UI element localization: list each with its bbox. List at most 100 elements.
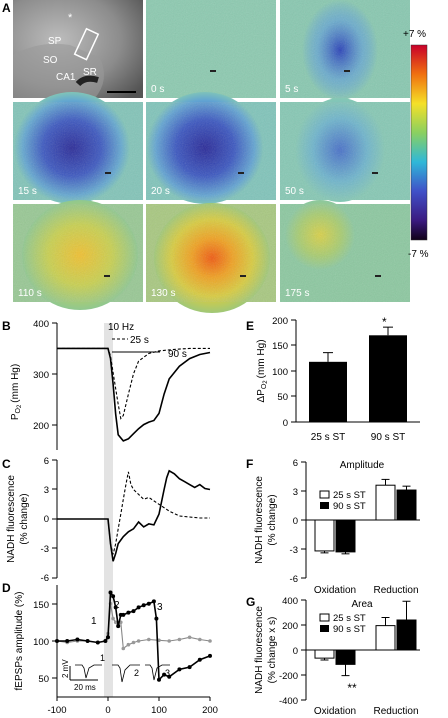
phase-marker-1: 1 (91, 616, 97, 627)
data-point (151, 599, 156, 604)
data-point (157, 677, 161, 682)
panel-b: B 400 300 200 PO2(mm Hg) 10 Hz 25 s 90 s (2, 319, 211, 450)
phase-marker-2: 2 (114, 600, 120, 611)
data-point (131, 640, 136, 645)
data-point (167, 674, 172, 679)
panel-c: C 6 3 0 -3 -6 NADH fluorescence (% chang… (2, 456, 211, 584)
legend-25s: 25 s (130, 335, 149, 346)
panel-label-b: B (2, 319, 11, 333)
legend-90s: 90 s (168, 349, 187, 360)
data-point (126, 642, 131, 647)
y-tick: 50 (277, 392, 288, 403)
phase-marker-3: 3 (157, 602, 163, 613)
data-point (85, 639, 90, 643)
panel-a: A * SP SO SR CA1 0 s 5 s (2, 0, 429, 313)
data-point (131, 609, 136, 614)
map-110s: 110 s (13, 200, 143, 310)
x-ticks (56, 697, 211, 701)
series-line-90s (57, 347, 211, 442)
y-tick: 0 (283, 418, 288, 429)
region-sp: SP (48, 36, 62, 47)
y-tick: 0 (293, 516, 298, 527)
y-axis-label-2: (% change x s) (267, 617, 278, 684)
stim-shading (104, 323, 113, 697)
data-point (121, 646, 126, 651)
data-point (75, 637, 80, 642)
legend-swatch-25s (319, 490, 330, 499)
data-point (208, 639, 212, 643)
bar-90sST-Oxidation (335, 649, 356, 665)
data-point (55, 639, 59, 643)
fepsp-traces (69, 664, 170, 683)
y-ticks (52, 459, 57, 579)
legend-swatch-90s (320, 625, 329, 632)
data-point (126, 610, 131, 615)
legend-label-90s: 90 s ST (333, 501, 366, 512)
panel-label-g: G (246, 595, 255, 609)
y-ticks (301, 599, 306, 701)
x-tick: 90 s ST (371, 432, 405, 443)
panel-label-c: C (2, 457, 11, 471)
data-point (167, 639, 171, 643)
x-tick: 0 (105, 705, 110, 716)
bar-25sST-Reduction (375, 625, 396, 651)
colorbar-max: +7 % (403, 29, 426, 40)
panel-label-e: E (246, 319, 254, 333)
region-so: SO (43, 55, 58, 66)
data-point (103, 639, 108, 643)
bar-90sST (369, 335, 407, 422)
panel-d: D 150 100 50 -100 0 100 200 fEPSPs ampli… (2, 581, 218, 716)
y-ticks (291, 319, 296, 423)
map-5s: 5 s (280, 0, 410, 100)
panel-e: E 200 150 100 50 0 ΔPO2(mm Hg) 25 s ST 9… (246, 315, 420, 443)
y-tick: 200 (33, 421, 49, 432)
trace-label-3: 3 (165, 668, 170, 678)
panel-label-d: D (2, 581, 11, 595)
time-label: 50 s (285, 186, 304, 197)
y-tick: 100 (272, 367, 288, 378)
significance-marker: ** (347, 681, 357, 695)
chart-title: Amplitude (340, 460, 385, 471)
series-line-90s (57, 469, 211, 562)
y-axis-label: NADH fluorescence (6, 475, 17, 563)
y-tick: -6 (290, 574, 298, 585)
x-tick: Reduction (373, 585, 418, 596)
data-point (113, 620, 118, 625)
panel-label-a: A (2, 1, 11, 15)
series-line-25s (57, 471, 210, 555)
bar-25sST-Reduction (375, 484, 396, 521)
chart-title: Area (351, 599, 373, 610)
data-point (113, 605, 118, 610)
time-label: 5 s (285, 84, 298, 95)
scale-label-ms: 20 ms (74, 683, 96, 692)
y-axis-label: ΔPO2(mm Hg) (256, 339, 269, 402)
time-label: 130 s (151, 288, 175, 299)
data-point (111, 594, 116, 599)
x-tick: 25 s ST (311, 432, 345, 443)
y-axis-label: fEPSPs amplitude (%) (14, 592, 25, 691)
data-point (111, 616, 115, 621)
map-130s: 130 s (146, 203, 276, 313)
scale-label-mv: 2 mV (61, 659, 70, 678)
data-point (147, 637, 151, 642)
bar-25sST (309, 361, 347, 422)
y-tick: -3 (290, 545, 298, 556)
y-tick: -400 (279, 696, 298, 707)
significance-marker: * (382, 315, 387, 329)
data-point (141, 603, 146, 608)
y-tick: 50 (38, 674, 49, 685)
data-point (208, 653, 212, 658)
bar-90sST-Reduction (396, 619, 417, 651)
time-label: 175 s (285, 288, 309, 299)
y-tick: -3 (41, 544, 49, 555)
y-tick: 400 (33, 319, 49, 330)
panel-f: F Amplitude 6 3 0 -3 -6 NADH fluorescenc… (246, 457, 420, 596)
colorbar-min: -7 % (408, 249, 429, 260)
y-tick: 0 (293, 646, 298, 657)
y-axis-label-2: (% change) (19, 493, 30, 544)
bar-90sST-Reduction (396, 489, 417, 521)
data-point (198, 637, 202, 642)
bar-25sST-Oxidation (314, 519, 335, 552)
map-15s: 15 s (13, 92, 143, 204)
